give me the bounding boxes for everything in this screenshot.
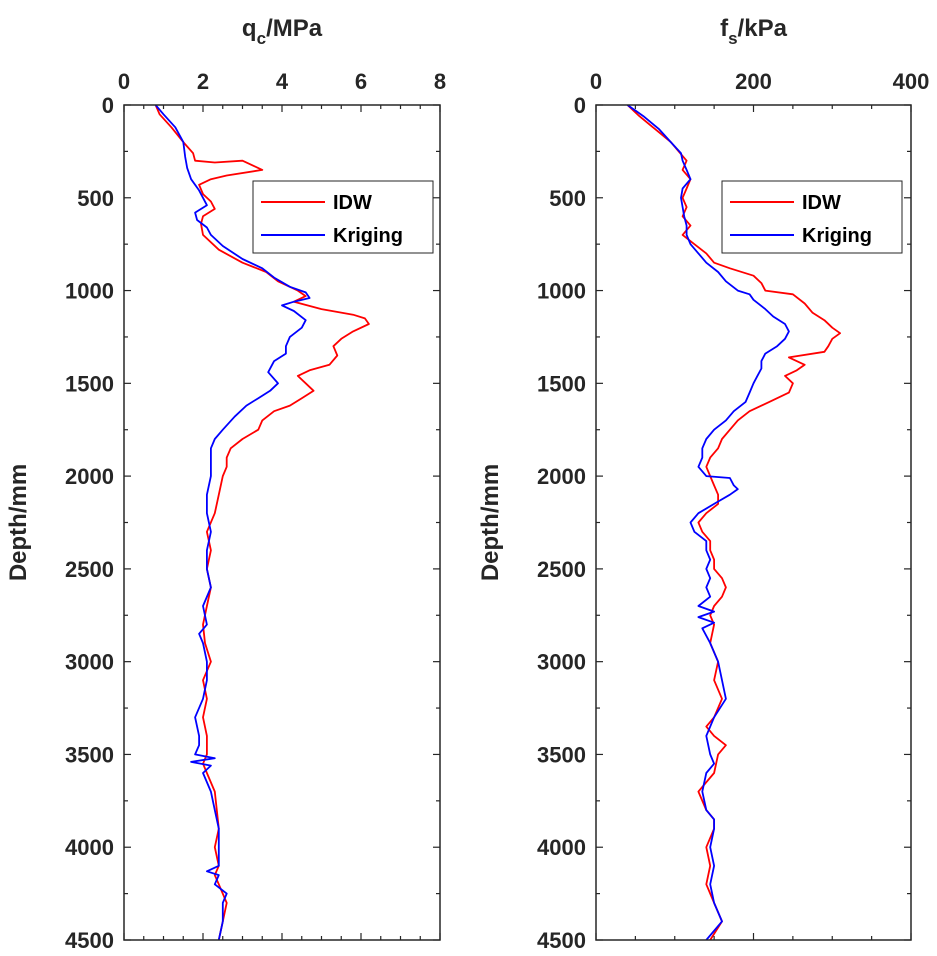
plot-qc: 0 2 4 6 8 0 500 1000 1500 2000 2500 3000 3500 4000 450… [5, 15, 446, 953]
y-tick-label: 0 [102, 93, 114, 118]
x-axis-title: fs/kPa [720, 15, 787, 48]
series-line-idw [626, 105, 841, 940]
y-tick-label: 1000 [65, 279, 114, 304]
series-line-kriging [154, 105, 311, 940]
y-tick-label: 1500 [537, 371, 586, 396]
series-line-idw [154, 105, 370, 940]
legend-box [252, 180, 434, 254]
legend-label-idw: IDW [802, 192, 841, 214]
y-tick-label: 2000 [537, 464, 586, 489]
y-tick-label: 3000 [65, 650, 114, 675]
plot-fs: 0 200 400050010001500200025003000350040004… [477, 15, 929, 953]
y-tick-label: 4500 [537, 928, 586, 953]
legend-label-kriging: Kriging [333, 225, 403, 247]
y-tick-label: 2500 [65, 557, 114, 582]
legend-box [721, 180, 903, 254]
y-tick-label: 3500 [537, 742, 586, 767]
y-axis-title: Depth/mm [477, 464, 504, 581]
y-tick-label: 0 [574, 93, 586, 118]
y-tick-label: 3500 [65, 742, 114, 767]
x-tick-label: 0 [118, 69, 130, 94]
x-tick-label: 4 [276, 69, 289, 94]
y-tick-label: 4000 [537, 835, 586, 860]
legend: IDW Kriging [252, 180, 434, 254]
y-tick-label: 2500 [537, 557, 586, 582]
y-tick-label: 2000 [65, 464, 114, 489]
legend-label-kriging: Kriging [802, 225, 872, 247]
y-tick-label: 3000 [537, 650, 586, 675]
y-tick-label: 1500 [65, 371, 114, 396]
series-line-kriging [626, 105, 790, 940]
legend-label-idw: IDW [333, 192, 372, 214]
y-tick-label: 4500 [65, 928, 114, 953]
legend: IDW Kriging [721, 180, 903, 254]
y-axis-title: Depth/mm [5, 464, 32, 581]
x-tick-label: 2 [197, 69, 209, 94]
x-tick-label: 200 [735, 69, 772, 94]
y-tick-label: 500 [549, 186, 586, 211]
x-axis-title: qc/MPa [242, 15, 323, 48]
x-tick-label: 0 [590, 69, 602, 94]
y-tick-label: 1000 [537, 279, 586, 304]
x-tick-label: 8 [434, 69, 446, 94]
x-tick-label: 6 [355, 69, 367, 94]
y-tick-label: 4000 [65, 835, 114, 860]
x-tick-label: 400 [893, 69, 930, 94]
y-tick-label: 500 [77, 186, 114, 211]
